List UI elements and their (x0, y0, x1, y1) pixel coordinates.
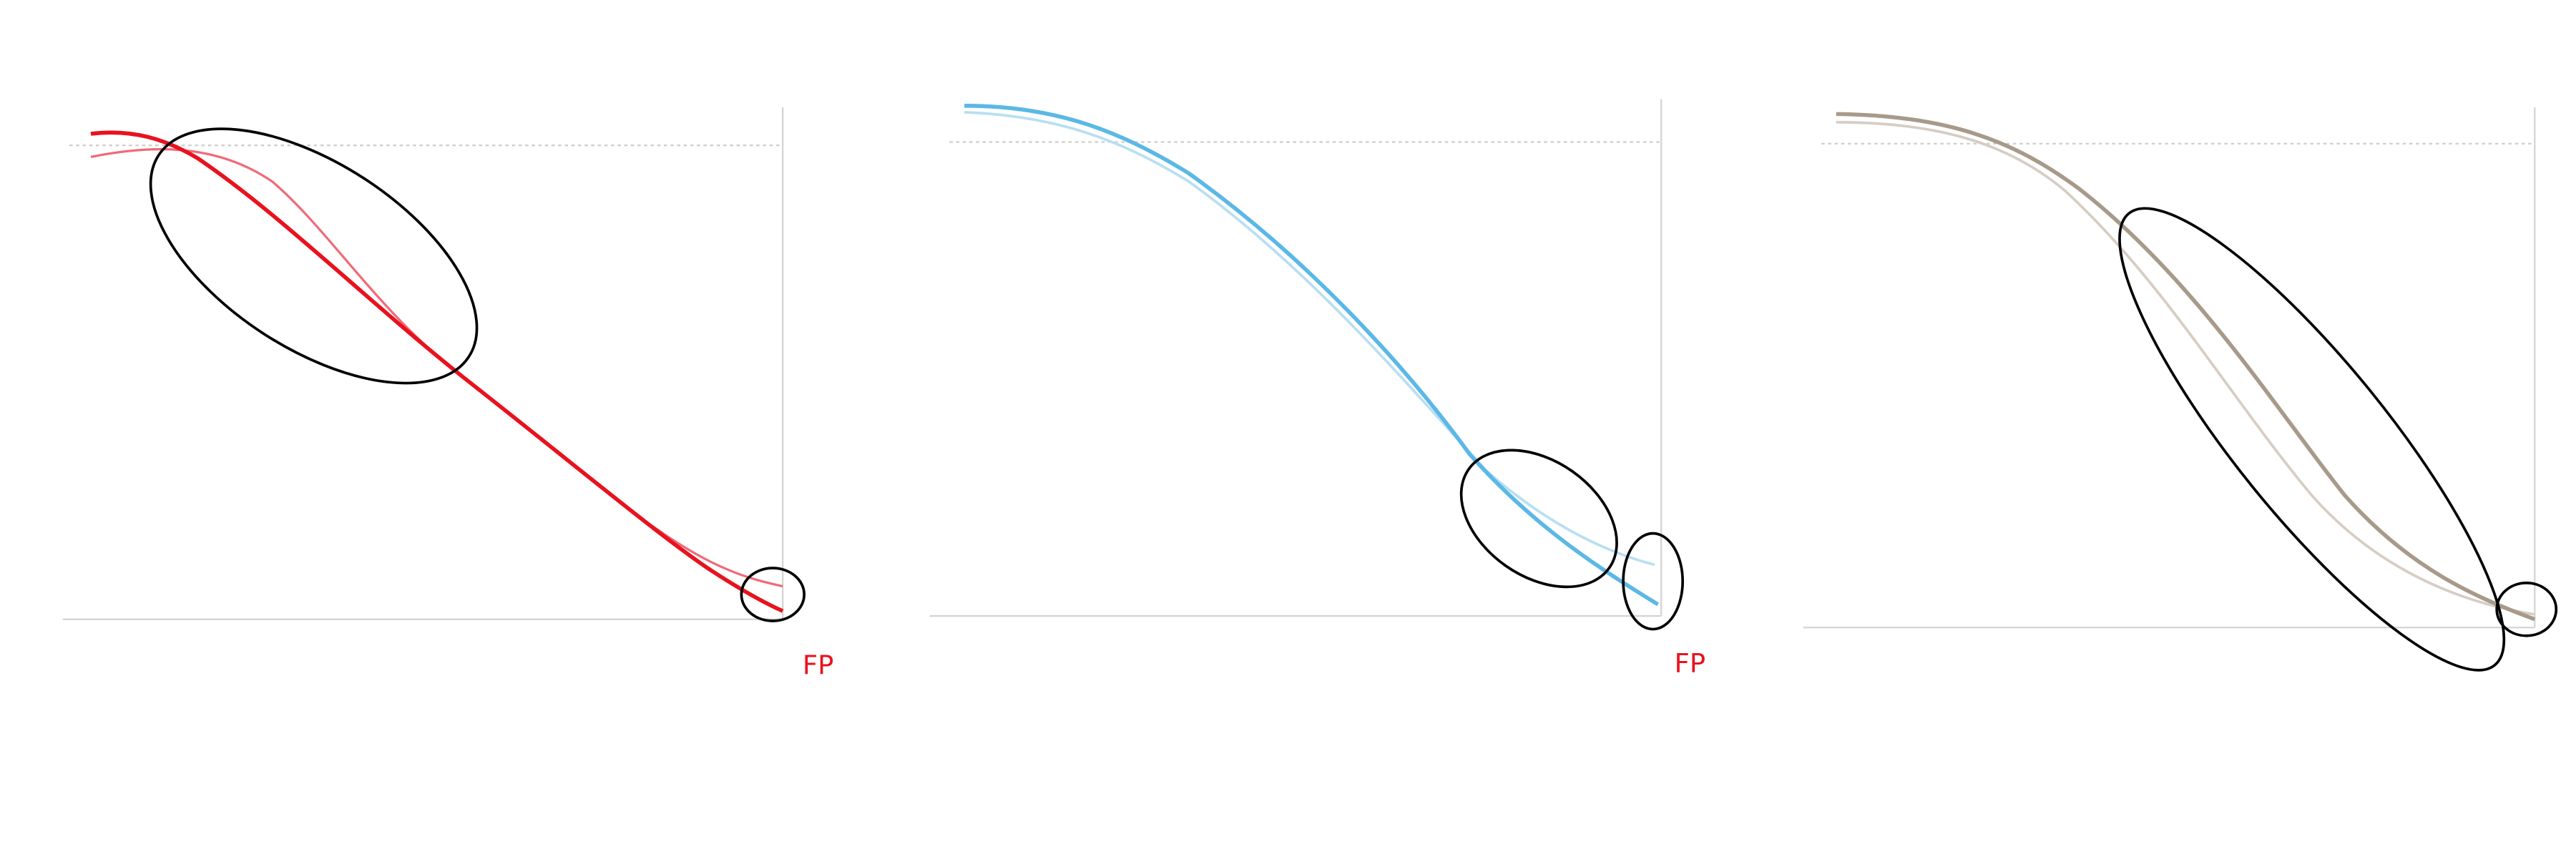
highlight-ellipse (2118, 207, 2506, 672)
highlight-ellipse (2495, 582, 2558, 637)
curve-secondary (1836, 121, 2535, 616)
highlight-ellipse (740, 567, 806, 622)
curve-primary (90, 130, 784, 613)
curve-secondary (964, 111, 1655, 567)
curve-primary (1836, 112, 2536, 622)
highlight-ellipse (1622, 532, 1685, 631)
annotation: FP (1675, 648, 1706, 679)
curve-primary (964, 104, 1660, 607)
panel (1803, 107, 2558, 672)
highlight-ellipse (1459, 449, 1618, 589)
panel: FP (62, 107, 834, 680)
panel: FP (929, 99, 1706, 679)
curve-secondary (90, 148, 783, 588)
highlight-ellipse (149, 127, 479, 385)
annotation: FP (803, 650, 834, 680)
